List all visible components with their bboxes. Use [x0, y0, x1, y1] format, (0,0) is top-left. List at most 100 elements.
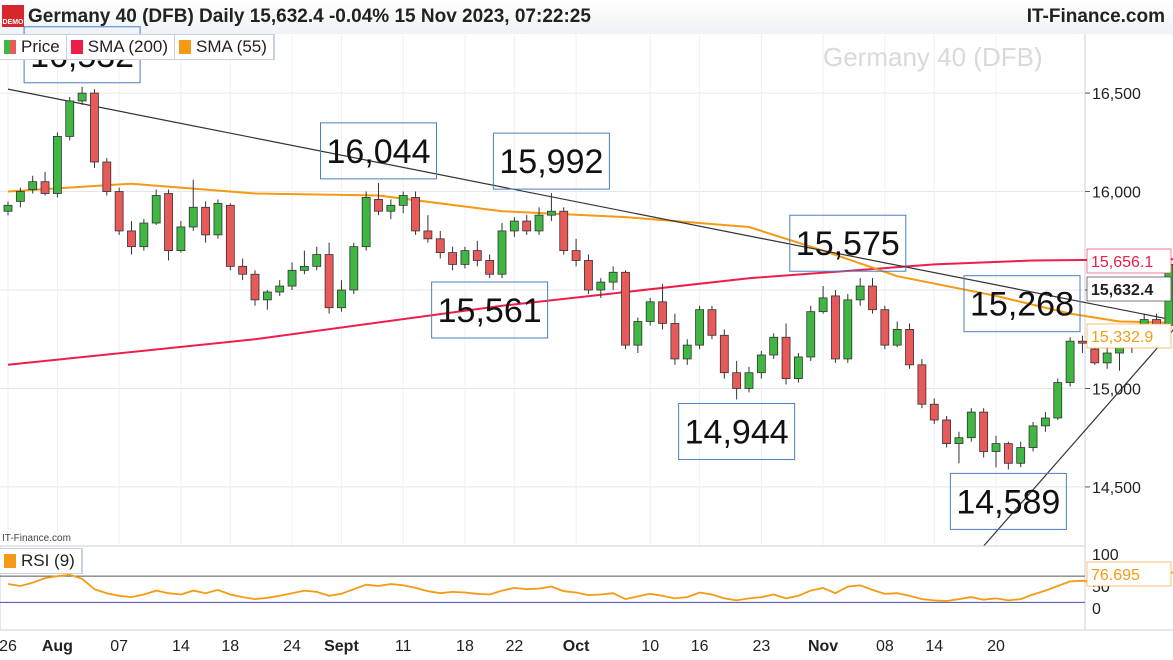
candle [423, 215, 433, 243]
time-tick-label: 18 [456, 638, 474, 655]
trendline [7, 88, 1173, 321]
legend-sma200[interactable]: SMA (200) [67, 35, 176, 59]
candle [979, 408, 989, 458]
candle-body [744, 372, 754, 389]
candle [151, 189, 161, 226]
annotation-label: 16,044 [327, 133, 431, 171]
candle [1028, 421, 1038, 452]
price-level-label: 15,656.1 [1086, 248, 1172, 274]
rsi-line [7, 571, 1173, 602]
candle [1065, 337, 1075, 387]
candle [28, 175, 38, 194]
candle [868, 278, 877, 314]
candle-body [90, 92, 99, 163]
time-tick-label: 23 [752, 638, 770, 655]
time-tick-label: 24 [283, 638, 301, 655]
candle-body [238, 265, 248, 275]
candle [756, 351, 766, 379]
legend-rsi[interactable]: RSI (9) [0, 549, 82, 573]
time-axis [0, 630, 1173, 660]
candle [509, 217, 519, 237]
price-level-label: 15,332.9 [1086, 323, 1172, 349]
candle [892, 321, 902, 348]
candle-body [806, 311, 816, 358]
candle-body [435, 238, 445, 253]
candle-body [621, 271, 630, 346]
candle-body [374, 199, 383, 212]
candle [818, 286, 828, 314]
candle [398, 191, 408, 214]
annotation-label: 15,992 [499, 143, 603, 181]
time-tick-label: Sept [324, 638, 359, 655]
candle-body [781, 336, 791, 380]
candle [460, 246, 470, 269]
candle [806, 305, 816, 361]
candle [966, 408, 976, 442]
candle-body [127, 230, 136, 248]
candle [448, 246, 458, 271]
candle [40, 171, 50, 196]
legend-sma55[interactable]: SMA (55) [175, 35, 274, 59]
candle [213, 199, 223, 239]
legend-price[interactable]: Price [0, 35, 67, 59]
candle-body [571, 250, 581, 261]
candle-body [954, 437, 964, 445]
rsi-value-text: 76.695 [1091, 567, 1140, 584]
candle [77, 86, 87, 105]
candle-body [114, 191, 124, 232]
price-level-box [1086, 276, 1172, 302]
price-tick-label: 15,000 [1092, 381, 1141, 398]
candle-body [275, 285, 285, 293]
candle [732, 360, 742, 400]
annotation-box [431, 281, 549, 339]
candle-body [53, 135, 62, 194]
candle-body [682, 344, 692, 360]
candle [497, 223, 507, 279]
trendline [983, 329, 1173, 547]
annotation-label: 15,575 [796, 225, 900, 263]
candle [707, 305, 717, 340]
candle [621, 270, 630, 350]
annotation-label: 14,589 [956, 483, 1060, 521]
candle [65, 97, 75, 141]
candle-body [1028, 425, 1038, 448]
candle-body [509, 220, 519, 232]
candle-body [584, 260, 593, 291]
candle [374, 182, 383, 216]
small-brand: IT-Finance.com [2, 533, 71, 544]
price-tick-label: 16,500 [1092, 86, 1141, 103]
annotation-box [963, 275, 1081, 333]
candle [225, 203, 235, 271]
candle [176, 221, 186, 253]
annotation-box [320, 122, 437, 180]
candle-body [559, 210, 569, 252]
candle-body [991, 443, 1001, 452]
candle-body [818, 297, 828, 313]
candle-body [1041, 417, 1050, 427]
chart-title: Germany 40 (DFB) Daily 15,632.4 -0.04% 1… [28, 6, 591, 27]
sma200-swatch [70, 40, 83, 54]
candle [250, 270, 260, 306]
candle [127, 221, 136, 255]
candle [658, 284, 667, 330]
candle [781, 323, 791, 385]
time-tick-label: 07 [110, 638, 128, 655]
price-annotation: 14,589 [949, 472, 1067, 530]
candle-body [645, 301, 655, 322]
candle [287, 262, 297, 290]
candle-body [201, 206, 211, 236]
rsi-value-label: 76.695 [1086, 561, 1172, 587]
legend-sma55-label: SMA (55) [196, 37, 267, 56]
candle-body [1016, 447, 1026, 464]
candle [608, 266, 618, 290]
rsi-tick-label: 100 [1092, 547, 1119, 564]
candle-body [843, 299, 853, 360]
legend-price-label: Price [21, 37, 60, 56]
candle-body [670, 323, 680, 360]
candle-body [794, 356, 803, 380]
rsi-tick-label: 0 [1092, 601, 1101, 618]
price-annotation: 15,575 [789, 214, 907, 272]
time-tick-label: 10 [641, 638, 659, 655]
sma55-swatch [179, 40, 192, 54]
candle-body [225, 204, 235, 267]
